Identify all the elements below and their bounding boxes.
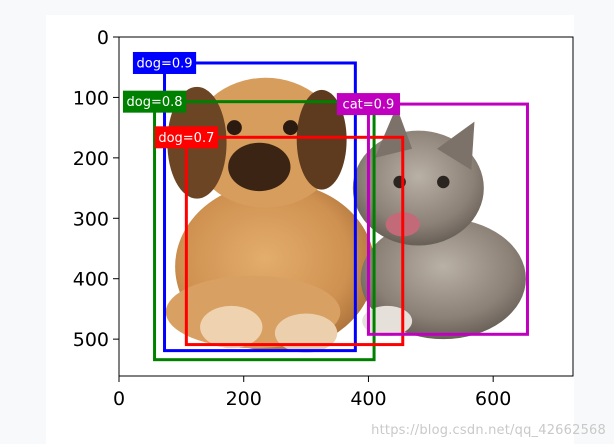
y-tick-label: 500 bbox=[73, 329, 109, 351]
bbox-label: dog=0.8 bbox=[127, 95, 183, 110]
axes-frame bbox=[118, 36, 574, 377]
bbox-dog-0: dog=0.9 bbox=[132, 51, 357, 353]
bbox-rect bbox=[153, 100, 376, 362]
bbox-rect bbox=[366, 102, 529, 336]
bbox-label-bg bbox=[336, 93, 401, 116]
bbox-label-bg bbox=[122, 90, 187, 113]
bbox-dog-1: dog=0.8 bbox=[122, 90, 376, 362]
y-tick-label: 200 bbox=[73, 148, 109, 170]
bbox-rect bbox=[163, 61, 357, 353]
bbox-cat-3: cat=0.9 bbox=[336, 93, 529, 336]
bbox-label: dog=0.7 bbox=[158, 131, 214, 146]
y-tick-label: 0 bbox=[97, 27, 109, 49]
dog-eye-right bbox=[283, 120, 298, 136]
cat-eye-right bbox=[437, 175, 450, 189]
x-tick-label: 200 bbox=[226, 388, 262, 410]
y-tick-label: 300 bbox=[73, 208, 109, 230]
bbox-label-bg bbox=[132, 51, 197, 74]
bbox-label: cat=0.9 bbox=[343, 98, 395, 113]
dog-paw-left bbox=[200, 305, 263, 349]
dog-and-cat-photo bbox=[165, 77, 526, 353]
bbox-rect bbox=[184, 135, 405, 347]
figure-panel: dog=0.9 dog=0.8 dog=0.7 cat=0.9 0 200 400 600 0 1… bbox=[46, 15, 574, 444]
cat-ear-right bbox=[437, 121, 475, 170]
x-tick-label: 600 bbox=[475, 388, 511, 410]
cat-head bbox=[352, 130, 484, 246]
dog-eye-left bbox=[226, 120, 242, 136]
bbox-label: dog=0.9 bbox=[137, 56, 193, 71]
x-tick-label: 0 bbox=[113, 388, 125, 410]
bbox-dog-2: dog=0.7 bbox=[154, 126, 405, 347]
dog-paw-right bbox=[274, 313, 338, 353]
x-tick-label: 400 bbox=[350, 388, 386, 410]
watermark-text: https://blog.csdn.net/qq_42662568 bbox=[371, 423, 606, 438]
y-tick-label: 400 bbox=[73, 269, 109, 291]
chart-svg: dog=0.9 dog=0.8 dog=0.7 cat=0.9 0 200 400 600 0 1… bbox=[73, 27, 574, 410]
dog-muzzle bbox=[228, 142, 291, 192]
y-tick-label: 100 bbox=[73, 87, 109, 109]
dog-ear-right bbox=[296, 89, 347, 190]
bbox-label-bg bbox=[154, 126, 218, 149]
